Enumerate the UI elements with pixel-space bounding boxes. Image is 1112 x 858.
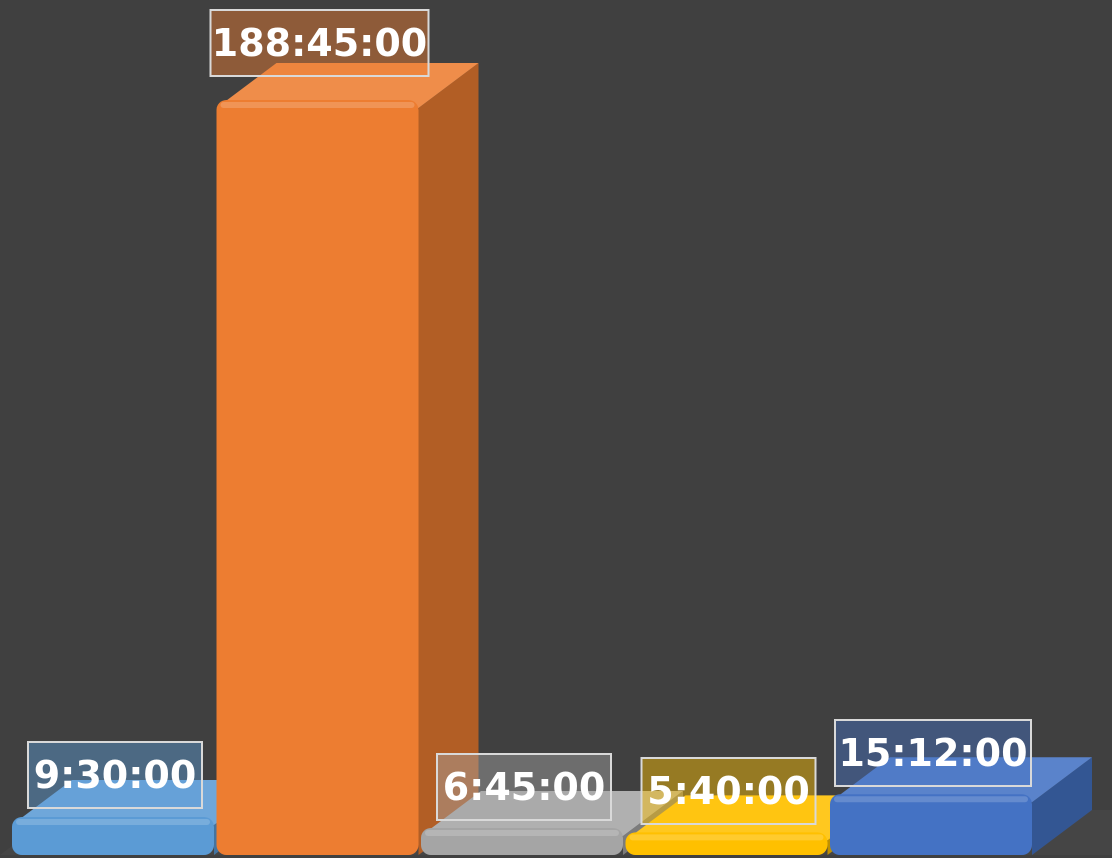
- bar-1-top: [12, 780, 274, 825]
- bar-4-top: [625, 795, 888, 841]
- bar-4-front: [625, 832, 828, 855]
- bar-2-highlight: [220, 102, 415, 108]
- data-label-text-2: 188:45:00: [212, 21, 427, 65]
- data-label-1: 9:30:00: [27, 741, 203, 809]
- bar-3-top: [421, 791, 683, 836]
- bar-2-top: [216, 63, 479, 108]
- bar-1-front: [12, 817, 214, 855]
- bar-5: [830, 757, 1092, 855]
- data-label-5: 15:12:00: [834, 719, 1032, 787]
- data-label-3: 6:45:00: [436, 753, 612, 821]
- bar-2-side: [418, 63, 479, 855]
- data-label-box-4: [640, 757, 817, 825]
- data-label-box-5: [834, 719, 1032, 787]
- data-label-box-1: [27, 741, 203, 809]
- bar-2-front: [216, 100, 419, 855]
- bar-5-top: [830, 757, 1092, 803]
- data-label-box-2: [209, 9, 430, 77]
- bar-3-front: [421, 828, 623, 855]
- bar-1-highlight: [16, 819, 210, 825]
- data-label-text-3: 6:45:00: [443, 765, 606, 809]
- data-label-text-4: 5:40:00: [647, 769, 810, 813]
- data-label-text-5: 15:12:00: [838, 731, 1027, 775]
- bar-2: [216, 63, 479, 855]
- data-label-text-1: 9:30:00: [34, 753, 197, 797]
- bar-5-side: [1032, 757, 1092, 855]
- data-label-2: 188:45:00: [209, 9, 430, 77]
- data-label-box-3: [436, 753, 612, 821]
- bar-3-highlight: [425, 830, 619, 836]
- bar-5-highlight: [834, 796, 1028, 803]
- bar-4-highlight: [629, 834, 824, 841]
- bar-5-front: [830, 794, 1032, 855]
- data-label-4: 5:40:00: [640, 757, 817, 825]
